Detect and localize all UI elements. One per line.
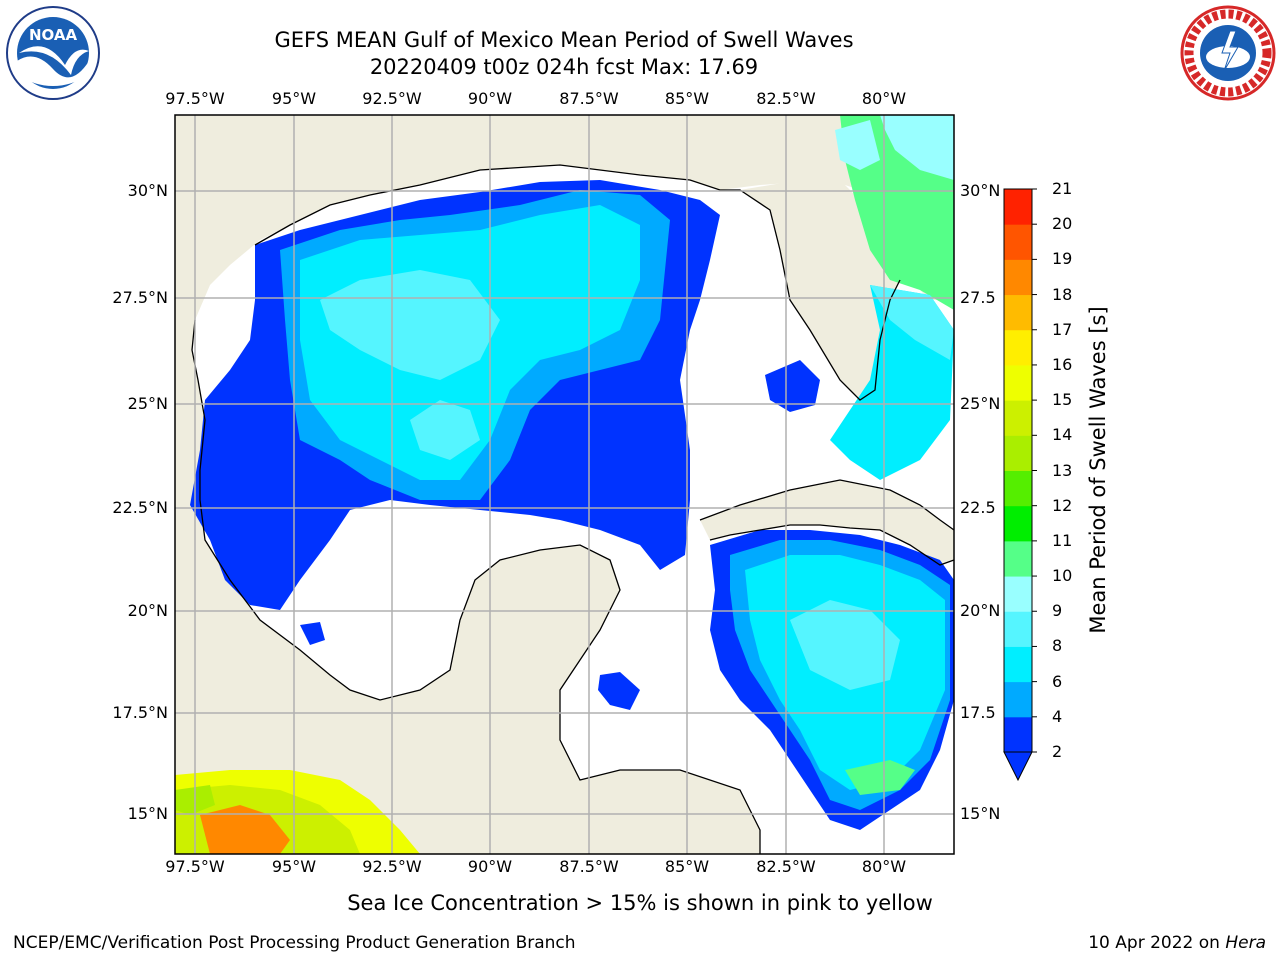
map-frame [174,114,955,855]
colorbar-bin [1004,294,1032,331]
date-stamp: 10 Apr 2022 on Hera [1088,933,1266,953]
credit-text: NCEP/EMC/Verification Post Processing Pr… [13,933,576,953]
field-region-4 [410,400,480,460]
colorbar-tick-label: 6 [1052,671,1063,691]
colorbar-tick-label: 21 [1052,179,1073,198]
lat-label-left: 20°N [127,601,168,620]
colorbar-bin [1004,364,1032,401]
lon-label-bottom: 87.5°W [559,857,619,876]
colorbar-tick-label: 14 [1052,425,1073,445]
colorbar-bin [1004,611,1032,647]
colorbar-bin [1004,400,1032,436]
land-region-2 [740,180,900,400]
lat-label-right: 22.5 [960,498,996,517]
colorbar-bin [1004,505,1032,542]
lat-label-left: 30°N [127,181,168,200]
colorbar-tick-label: 4 [1052,706,1063,726]
host-name: Hera [1225,933,1266,953]
colorbar-bin [1004,576,1032,612]
field-region-8 [790,600,900,690]
colorbar-tick-label: 13 [1052,460,1073,480]
lon-label-bottom: 85°W [664,857,710,876]
field-region-14 [870,285,954,360]
colorbar-bin [1004,329,1032,366]
nws-logo [1180,5,1276,101]
colorbar-tick-label: 18 [1052,284,1073,304]
coastline-2 [699,479,955,531]
lon-label-top: 80°W [861,89,907,108]
colorbar-bin [1004,224,1032,260]
lon-label-bottom: 95°W [271,857,317,876]
lon-label-top: 92.5°W [362,89,422,108]
colorbar-bin [1004,646,1032,683]
colorbar-tick-label: 16 [1052,354,1073,374]
noaa-logo: NOAA [6,6,100,100]
lon-label-top: 95°W [271,89,317,108]
colorbar-bin [1004,470,1032,507]
colorbar [1003,188,1037,782]
lat-label-right: 15°N [960,804,1001,823]
sea-ice-note: Sea Ice Concentration > 15% is shown in … [347,891,933,915]
lon-label-top: 85°W [664,89,710,108]
colorbar-bin [1004,259,1032,296]
lat-label-right: 30°N [960,181,1001,200]
colorbar-label: Mean Period of Swell Waves [s] [1086,306,1110,634]
map-title: GEFS MEAN Gulf of Mexico Mean Period of … [274,28,854,52]
lat-label-left: 17.5°N [112,703,168,722]
noaa-logo-text: NOAA [29,26,78,44]
lat-label-left: 27.5°N [112,288,168,307]
lat-lon-grid [175,115,954,854]
field-region-19 [765,360,820,412]
map-subtitle: 20220409 t00z 024h fcst Max: 17.69 [369,55,759,79]
field-region-17 [200,805,290,854]
coastline-0 [191,319,761,854]
lon-label-bottom: 97.5°W [165,857,225,876]
colorbar-extend [1003,751,1033,782]
lon-label-top: 87.5°W [559,89,619,108]
colorbar-tick-label: 19 [1052,249,1073,269]
colorbar-bin [1004,189,1032,225]
date-text: 10 Apr 2022 on [1088,933,1226,953]
colorbar-tick-label: 8 [1052,636,1063,656]
land-region-1 [700,480,954,565]
colorbar-tick-label: 9 [1052,601,1063,621]
coastline-3 [709,524,955,566]
lat-label-right: 27.5 [960,288,996,307]
field-region-12 [835,120,880,170]
colorbar-tick-label: 10 [1052,566,1073,586]
colorbar-tick-label: 2 [1052,742,1063,761]
colorbar-bin [1004,716,1032,753]
lat-label-left: 25°N [127,394,168,413]
colorbar-tick-label: 12 [1052,495,1073,515]
colorbar-bin [1004,540,1032,577]
colorbar-tick-label: 15 [1052,390,1073,410]
colorbar-tick-label: 20 [1052,214,1073,234]
field-region-9 [845,760,915,795]
field-region-21 [300,622,325,645]
lon-label-bottom: 92.5°W [362,857,422,876]
colorbar-bin [1004,435,1032,471]
lon-label-bottom: 90°W [467,857,513,876]
lat-label-left: 22.5°N [112,498,168,517]
colorbar-tick-label: 17 [1052,319,1073,339]
swell-period-field [175,115,954,854]
lon-label-top: 97.5°W [165,89,225,108]
lon-label-bottom: 80°W [861,857,907,876]
colorbar-bin [1004,681,1032,718]
lat-label-right: 20°N [960,601,1001,620]
lon-label-top: 90°W [467,89,513,108]
lat-label-left: 15°N [127,804,168,823]
field-region-20 [598,672,640,710]
lat-label-right: 17.5 [960,703,996,722]
lon-label-top: 82.5°W [756,89,816,108]
lon-label-bottom: 82.5°W [756,857,816,876]
field-region-11 [880,115,954,180]
colorbar-tick-label: 11 [1052,530,1073,550]
lat-label-right: 25°N [960,394,1001,413]
